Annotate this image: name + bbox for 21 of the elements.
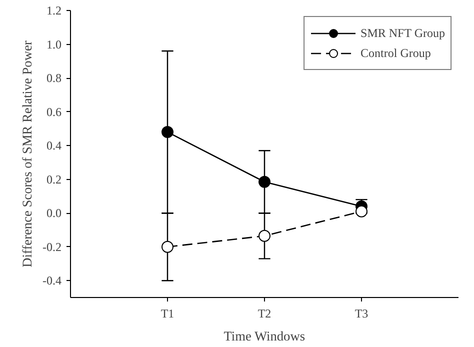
y-axis-title: Difference Scores of SMR Relative Power bbox=[20, 40, 35, 268]
y-tick-label: -0.2 bbox=[42, 240, 62, 254]
point bbox=[258, 230, 270, 242]
y-tick-label: 1.2 bbox=[46, 4, 62, 18]
legend-label: SMR NFT Group bbox=[360, 26, 445, 40]
point bbox=[162, 126, 174, 138]
y-tick-label: 0.4 bbox=[46, 138, 62, 153]
point bbox=[162, 240, 174, 253]
y-tick-label: -0.4 bbox=[42, 274, 62, 288]
x-tick-label: T2 bbox=[258, 306, 272, 320]
point bbox=[258, 176, 270, 188]
point bbox=[356, 205, 368, 218]
y-tick-label: 0.2 bbox=[46, 172, 62, 186]
x-tick-label: T3 bbox=[354, 306, 368, 320]
x-tick-label: T1 bbox=[160, 306, 174, 320]
y-tick-label: 0.0 bbox=[46, 206, 62, 220]
y-tick-label: 0.8 bbox=[46, 71, 62, 86]
y-tick-label: 0.6 bbox=[46, 104, 62, 119]
y-tick-label: 1.0 bbox=[46, 37, 62, 52]
legend-label: Control Group bbox=[360, 46, 431, 60]
x-axis-title: Time Windows bbox=[224, 328, 306, 344]
